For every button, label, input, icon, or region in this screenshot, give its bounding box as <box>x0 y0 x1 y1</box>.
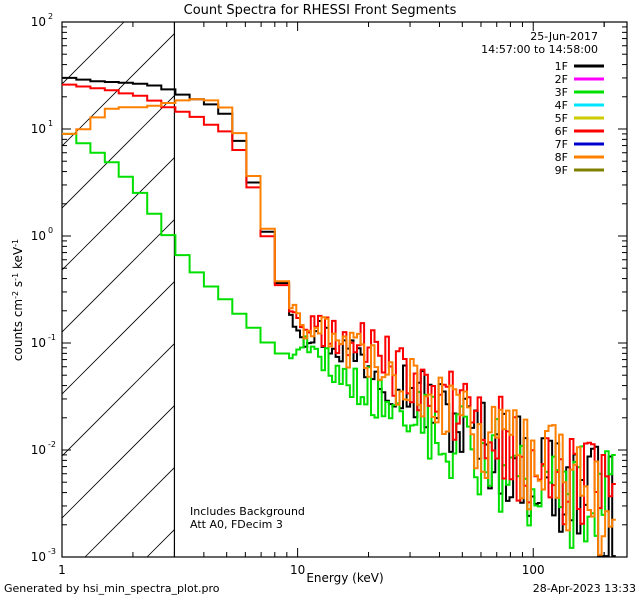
legend-time-range: 14:57:00 to 14:58:00 <box>481 43 598 56</box>
footer-generator: Generated by hsi_min_spectra_plot.pro <box>4 582 220 595</box>
y-tick-label: 10 0 <box>31 226 53 243</box>
y-tick-label-base: 10 <box>31 15 46 29</box>
x-axis-tick-labels: 1 10 100 <box>58 563 545 577</box>
y-tick-label-exponent: 0 <box>48 226 53 235</box>
y-tick-label-base: 10 <box>31 550 46 564</box>
y-tick-label-exponent: -3 <box>48 547 56 556</box>
y-tick-label-exponent: 2 <box>48 12 53 21</box>
plot-frame <box>61 21 628 558</box>
y-tick-label-base: 10 <box>31 336 46 350</box>
y-tick-label: 10 -2 <box>31 440 56 457</box>
hatch-line <box>62 95 175 209</box>
legend-label-5F: 5F <box>555 112 568 125</box>
legend-label-9F: 9F <box>555 164 568 177</box>
y-tick-label-exponent: 1 <box>48 119 53 128</box>
legend-label-7F: 7F <box>555 138 568 151</box>
y-tick-label-base: 10 <box>31 443 46 457</box>
legend-label-6F: 6F <box>555 125 568 138</box>
y-tick-label: 10 -3 <box>31 547 56 564</box>
x-tick-label: 100 <box>522 563 545 577</box>
legend-date: 25-Jun-2017 <box>530 30 598 43</box>
hatch-line <box>62 405 175 519</box>
y-tick-label-base: 10 <box>31 122 46 136</box>
spectrum-curve-6F <box>62 83 616 526</box>
hatch-line <box>62 33 175 147</box>
y-axis-label: counts cm-2 s-1 keV-1 <box>11 239 25 361</box>
y-tick-label-exponent: -1 <box>48 333 56 342</box>
legend-label-4F: 4F <box>555 99 568 112</box>
legend-label-1F: 1F <box>555 60 568 73</box>
legend-label-8F: 8F <box>555 151 568 164</box>
footer-timestamp: 28-Apr-2023 13:33 <box>533 582 636 595</box>
y-tick-label: 10 2 <box>31 12 53 29</box>
legend-label-2F: 2F <box>555 73 568 86</box>
x-axis-ticks <box>61 22 605 557</box>
y-axis-label-text: counts cm-2 s-1 keV-1 <box>11 239 25 361</box>
y-tick-label-base: 10 <box>31 229 46 243</box>
x-tick-label: 1 <box>58 563 66 577</box>
spectra-curves <box>62 76 616 558</box>
x-tick-label: 10 <box>290 563 305 577</box>
y-tick-label: 10 -1 <box>31 333 56 350</box>
annotation-attenuator: Att A0, FDecim 3 <box>190 518 283 531</box>
legend-label-3F: 3F <box>555 86 568 99</box>
x-axis-label: Energy (keV) <box>306 571 383 585</box>
spectrum-curve-8F <box>62 98 616 556</box>
plot-box <box>61 21 628 558</box>
annotation-includes-background: Includes Background <box>190 505 305 518</box>
page-title: Count Spectra for RHESSI Front Segments <box>184 3 457 18</box>
hatch-line <box>62 281 175 395</box>
hatch-line <box>62 219 175 333</box>
y-tick-label-exponent: -2 <box>48 440 56 449</box>
y-tick-label: 10 1 <box>31 119 53 136</box>
